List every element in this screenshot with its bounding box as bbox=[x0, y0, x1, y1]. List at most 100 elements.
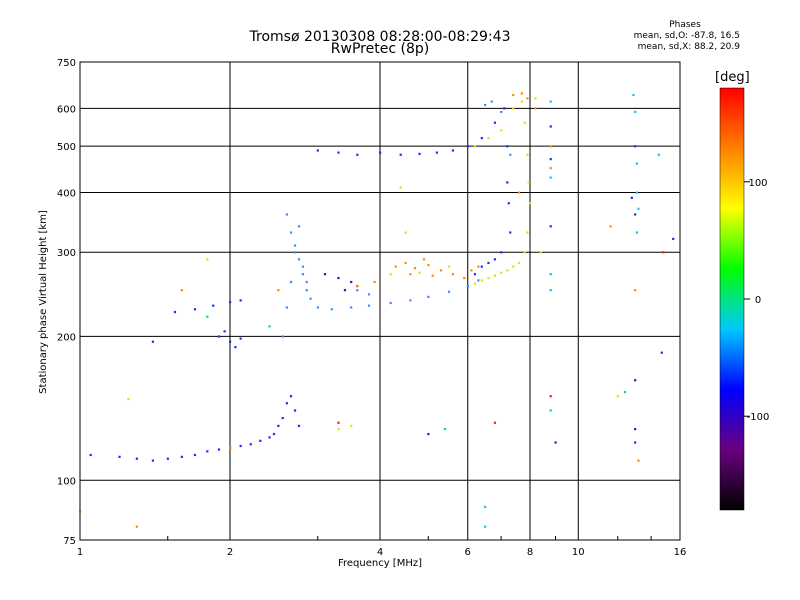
data-point bbox=[268, 325, 271, 328]
data-point bbox=[367, 293, 371, 296]
data-point bbox=[549, 158, 552, 161]
data-point bbox=[451, 149, 455, 152]
data-point bbox=[484, 525, 487, 528]
data-point bbox=[206, 258, 209, 261]
colorbar-tick-label: 100 bbox=[748, 178, 767, 189]
data-point bbox=[281, 416, 284, 420]
x-tick-label: 2 bbox=[227, 547, 233, 558]
data-point bbox=[534, 97, 537, 100]
data-point bbox=[500, 271, 503, 274]
data-point bbox=[350, 306, 353, 309]
data-point bbox=[356, 289, 359, 292]
data-point bbox=[526, 97, 529, 100]
data-point bbox=[229, 340, 232, 343]
data-point bbox=[487, 137, 490, 140]
data-point bbox=[409, 299, 412, 302]
data-point bbox=[549, 409, 552, 412]
data-point bbox=[529, 202, 532, 205]
data-point bbox=[268, 436, 271, 439]
phase-stats-o: mean, sd,O: -87.8, 16.5 bbox=[633, 31, 740, 41]
data-point bbox=[135, 525, 138, 528]
data-point bbox=[632, 93, 635, 97]
data-point bbox=[549, 125, 552, 128]
data-point bbox=[297, 424, 301, 428]
data-point bbox=[634, 213, 637, 216]
data-point bbox=[635, 191, 638, 194]
data-point bbox=[272, 432, 276, 436]
data-point bbox=[285, 306, 288, 309]
data-point bbox=[151, 340, 155, 343]
data-point bbox=[662, 251, 665, 254]
data-point bbox=[173, 310, 177, 314]
data-point bbox=[549, 289, 552, 292]
phase-stats: Phases mean, sd,O: -87.8, 16.5 mean, sd,… bbox=[590, 20, 740, 53]
data-point bbox=[293, 251, 297, 254]
data-point bbox=[506, 269, 509, 272]
data-point bbox=[234, 346, 237, 349]
data-point bbox=[500, 129, 503, 132]
data-point bbox=[206, 450, 209, 453]
data-point bbox=[490, 100, 493, 103]
data-point bbox=[637, 459, 640, 462]
data-point bbox=[493, 121, 497, 124]
data-point bbox=[337, 151, 340, 154]
data-point bbox=[427, 264, 430, 267]
data-point bbox=[373, 280, 376, 284]
data-point bbox=[523, 121, 526, 124]
data-point bbox=[281, 335, 284, 338]
data-point bbox=[487, 261, 490, 265]
data-point bbox=[634, 289, 637, 292]
data-point bbox=[301, 273, 305, 276]
data-point bbox=[309, 297, 312, 300]
data-point bbox=[527, 181, 530, 184]
data-point bbox=[466, 145, 469, 148]
data-point bbox=[520, 92, 523, 95]
data-point bbox=[549, 176, 552, 179]
data-point bbox=[657, 153, 660, 156]
data-point bbox=[473, 145, 477, 148]
data-point bbox=[180, 289, 183, 292]
data-point bbox=[316, 306, 319, 309]
data-point bbox=[539, 251, 542, 254]
chart-subtitle: RwPretec (8p) bbox=[330, 41, 430, 57]
data-point bbox=[229, 446, 232, 449]
data-point bbox=[512, 265, 515, 268]
data-point bbox=[443, 428, 447, 431]
data-point bbox=[301, 265, 305, 268]
data-point bbox=[118, 455, 121, 458]
data-point bbox=[289, 280, 293, 284]
data-point bbox=[277, 289, 280, 292]
data-point bbox=[409, 273, 412, 276]
data-point bbox=[293, 409, 297, 412]
data-point bbox=[500, 110, 503, 114]
data-point bbox=[506, 181, 509, 184]
data-point bbox=[193, 453, 197, 457]
data-point bbox=[431, 274, 434, 277]
phase-stats-heading: Phases bbox=[669, 20, 701, 30]
data-point bbox=[427, 432, 430, 436]
data-point bbox=[249, 443, 252, 446]
data-point bbox=[285, 402, 288, 405]
data-point bbox=[217, 448, 221, 451]
data-point bbox=[337, 428, 340, 431]
data-point bbox=[223, 330, 226, 333]
data-point bbox=[549, 395, 552, 398]
data-point bbox=[549, 145, 552, 148]
data-point bbox=[635, 162, 638, 165]
colorbar-ticks: 100 0 -100 bbox=[744, 178, 769, 423]
data-point bbox=[435, 151, 438, 154]
phase-stats-x: mean, sd,X: 88.2, 20.9 bbox=[637, 42, 740, 52]
data-point bbox=[289, 395, 293, 398]
data-point bbox=[418, 271, 421, 274]
data-point bbox=[89, 453, 92, 457]
x-tick-label: 16 bbox=[674, 547, 687, 558]
data-point bbox=[554, 441, 557, 444]
data-point bbox=[297, 258, 301, 261]
data-point bbox=[297, 225, 301, 228]
data-point bbox=[239, 337, 242, 340]
data-point bbox=[549, 167, 552, 170]
data-point bbox=[229, 301, 232, 304]
data-point bbox=[389, 273, 392, 276]
data-point bbox=[480, 265, 483, 268]
